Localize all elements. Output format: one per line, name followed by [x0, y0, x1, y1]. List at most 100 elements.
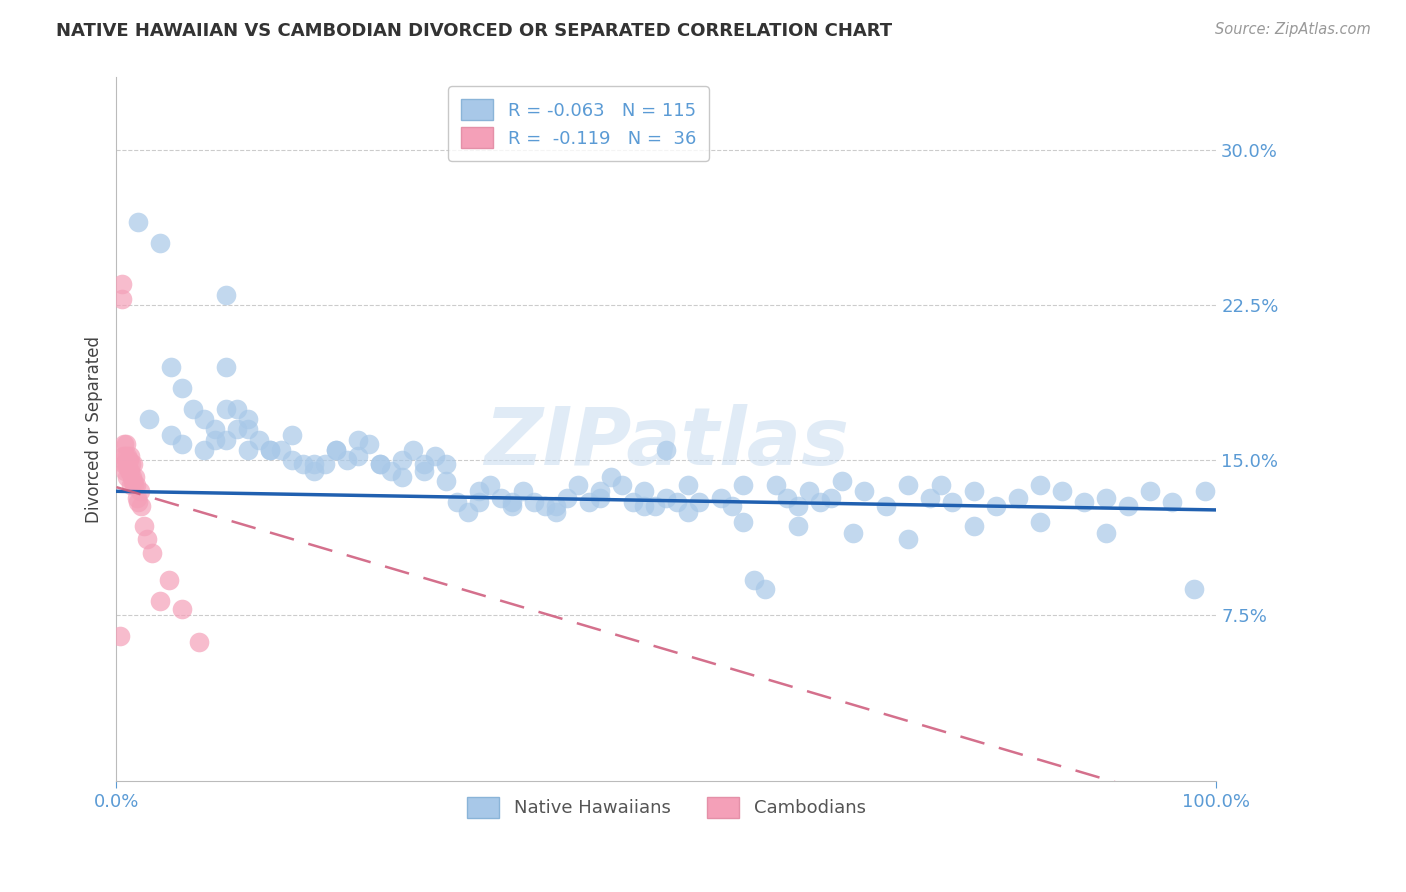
- Point: [567, 478, 589, 492]
- Point: [402, 442, 425, 457]
- Point: [776, 491, 799, 505]
- Point: [325, 442, 347, 457]
- Point: [125, 478, 148, 492]
- Point: [193, 442, 215, 457]
- Point: [644, 499, 666, 513]
- Point: [820, 491, 842, 505]
- Point: [1029, 478, 1052, 492]
- Point: [666, 494, 689, 508]
- Point: [1139, 484, 1161, 499]
- Point: [124, 470, 146, 484]
- Point: [534, 499, 557, 513]
- Point: [370, 458, 392, 472]
- Point: [215, 433, 238, 447]
- Point: [897, 532, 920, 546]
- Point: [963, 519, 986, 533]
- Point: [141, 546, 163, 560]
- Point: [733, 516, 755, 530]
- Point: [292, 458, 315, 472]
- Point: [215, 360, 238, 375]
- Point: [546, 505, 568, 519]
- Point: [875, 499, 897, 513]
- Point: [765, 478, 787, 492]
- Point: [117, 470, 139, 484]
- Point: [325, 442, 347, 457]
- Text: Source: ZipAtlas.com: Source: ZipAtlas.com: [1215, 22, 1371, 37]
- Point: [920, 491, 942, 505]
- Point: [1052, 484, 1074, 499]
- Point: [193, 412, 215, 426]
- Point: [347, 449, 370, 463]
- Point: [1116, 499, 1139, 513]
- Point: [688, 494, 710, 508]
- Point: [120, 478, 142, 492]
- Point: [621, 494, 644, 508]
- Point: [744, 574, 766, 588]
- Point: [281, 453, 304, 467]
- Point: [347, 433, 370, 447]
- Point: [112, 458, 135, 472]
- Point: [149, 594, 172, 608]
- Point: [111, 277, 134, 292]
- Point: [172, 602, 194, 616]
- Point: [842, 525, 865, 540]
- Point: [172, 436, 194, 450]
- Point: [1007, 491, 1029, 505]
- Point: [160, 360, 183, 375]
- Point: [787, 519, 810, 533]
- Point: [108, 629, 131, 643]
- Point: [281, 428, 304, 442]
- Point: [204, 422, 226, 436]
- Point: [259, 442, 281, 457]
- Point: [557, 491, 579, 505]
- Point: [127, 491, 149, 505]
- Point: [391, 453, 413, 467]
- Point: [501, 499, 523, 513]
- Point: [129, 499, 152, 513]
- Point: [117, 449, 139, 463]
- Point: [436, 458, 458, 472]
- Point: [122, 458, 145, 472]
- Point: [249, 433, 271, 447]
- Point: [380, 464, 402, 478]
- Point: [721, 499, 744, 513]
- Point: [523, 494, 546, 508]
- Point: [1073, 494, 1095, 508]
- Point: [897, 478, 920, 492]
- Point: [589, 484, 612, 499]
- Point: [183, 401, 205, 416]
- Point: [122, 474, 145, 488]
- Point: [963, 484, 986, 499]
- Point: [127, 215, 149, 229]
- Point: [138, 412, 160, 426]
- Point: [122, 478, 145, 492]
- Point: [1095, 525, 1118, 540]
- Legend: Native Hawaiians, Cambodians: Native Hawaiians, Cambodians: [460, 789, 873, 825]
- Point: [831, 474, 853, 488]
- Point: [446, 494, 468, 508]
- Point: [111, 292, 134, 306]
- Point: [787, 499, 810, 513]
- Point: [941, 494, 963, 508]
- Point: [413, 458, 436, 472]
- Point: [931, 478, 953, 492]
- Point: [238, 442, 260, 457]
- Point: [808, 494, 831, 508]
- Point: [1182, 582, 1205, 596]
- Point: [501, 494, 523, 508]
- Point: [633, 499, 655, 513]
- Point: [491, 491, 513, 505]
- Point: [853, 484, 876, 499]
- Point: [678, 478, 700, 492]
- Point: [238, 412, 260, 426]
- Point: [204, 433, 226, 447]
- Point: [117, 453, 139, 467]
- Point: [120, 458, 142, 472]
- Point: [479, 478, 502, 492]
- Point: [115, 458, 138, 472]
- Point: [754, 582, 776, 596]
- Text: ZIPatlas: ZIPatlas: [484, 404, 849, 483]
- Point: [215, 287, 238, 301]
- Point: [226, 422, 249, 436]
- Point: [359, 436, 381, 450]
